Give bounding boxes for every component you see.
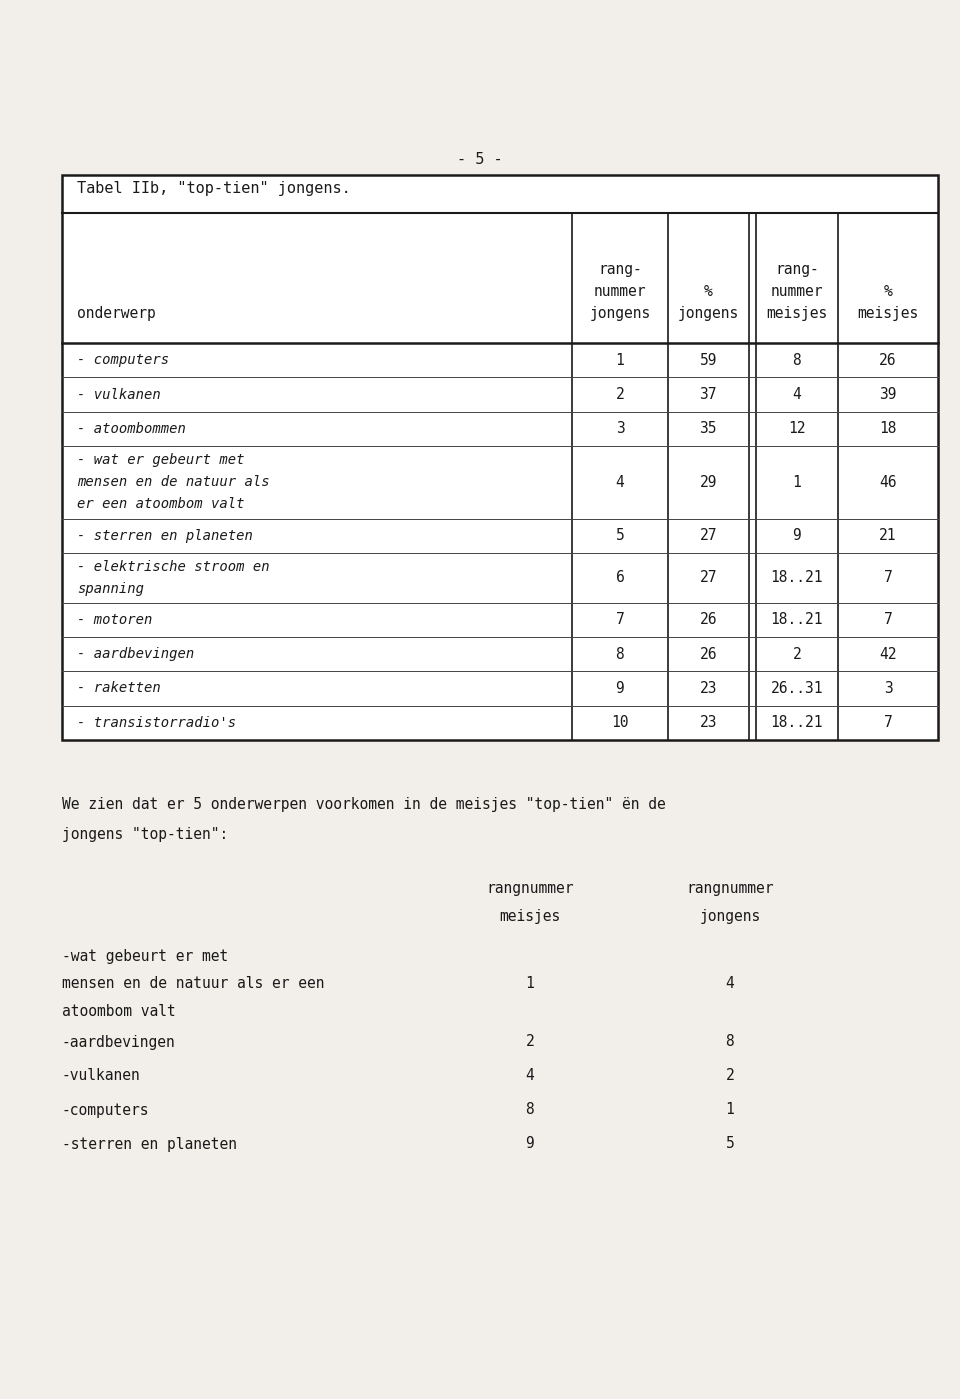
Text: 8: 8 [615, 646, 624, 662]
Text: 8: 8 [526, 1102, 535, 1118]
Text: -computers: -computers [62, 1102, 150, 1118]
Text: meisjes: meisjes [499, 909, 561, 923]
Text: 2: 2 [526, 1034, 535, 1049]
Text: meisjes: meisjes [857, 306, 919, 320]
Text: 7: 7 [883, 571, 893, 585]
Text: 7: 7 [883, 715, 893, 730]
Text: jongens "top-tien":: jongens "top-tien": [62, 827, 228, 842]
Text: -sterren en planeten: -sterren en planeten [62, 1136, 237, 1151]
Text: 26..31: 26..31 [771, 681, 823, 695]
Text: 23: 23 [700, 681, 717, 695]
Text: 2: 2 [726, 1069, 734, 1083]
Text: spanning: spanning [77, 582, 144, 596]
Text: 9: 9 [792, 529, 802, 543]
Text: - 5 -: - 5 - [457, 152, 503, 166]
Text: 26: 26 [700, 646, 717, 662]
Text: 42: 42 [879, 646, 897, 662]
Text: 46: 46 [879, 474, 897, 490]
Text: -vulkanen: -vulkanen [62, 1069, 141, 1083]
Text: atoombom valt: atoombom valt [62, 1004, 176, 1020]
Text: We zien dat er 5 onderwerpen voorkomen in de meisjes "top-tien" ën de: We zien dat er 5 onderwerpen voorkomen i… [62, 797, 665, 811]
Text: - elektrische stroom en: - elektrische stroom en [77, 560, 270, 574]
Text: 7: 7 [883, 613, 893, 627]
Text: 26: 26 [879, 353, 897, 368]
Text: nummer: nummer [771, 284, 823, 299]
Text: 27: 27 [700, 529, 717, 543]
Text: - computers: - computers [77, 353, 169, 367]
Text: 10: 10 [612, 715, 629, 730]
Text: -wat gebeurt er met: -wat gebeurt er met [62, 949, 228, 964]
Text: -aardbevingen: -aardbevingen [62, 1034, 176, 1049]
Text: 18..21: 18..21 [771, 571, 823, 585]
Text: rangnummer: rangnummer [686, 881, 774, 895]
Text: 1: 1 [792, 474, 802, 490]
Text: 9: 9 [526, 1136, 535, 1151]
Text: 26: 26 [700, 613, 717, 627]
Text: jongens: jongens [700, 909, 760, 923]
Text: - motoren: - motoren [77, 613, 153, 627]
Text: 2: 2 [792, 646, 802, 662]
Text: 4: 4 [615, 474, 624, 490]
Text: - atoombommen: - atoombommen [77, 422, 186, 436]
Text: 21: 21 [879, 529, 897, 543]
Text: 1: 1 [726, 1102, 734, 1118]
Text: 3: 3 [883, 681, 893, 695]
Text: jongens: jongens [589, 306, 651, 320]
Text: 3: 3 [615, 421, 624, 436]
Text: 23: 23 [700, 715, 717, 730]
Text: 8: 8 [726, 1034, 734, 1049]
Text: rangnummer: rangnummer [487, 881, 574, 895]
Text: 12: 12 [788, 421, 805, 436]
Text: 4: 4 [726, 977, 734, 992]
Text: 35: 35 [700, 421, 717, 436]
Text: 1: 1 [526, 977, 535, 992]
Text: rang-: rang- [598, 262, 642, 277]
Text: jongens: jongens [678, 306, 739, 320]
Text: %: % [704, 284, 712, 299]
Text: rang-: rang- [775, 262, 819, 277]
Text: 18..21: 18..21 [771, 613, 823, 627]
Text: mensen en de natuur als: mensen en de natuur als [77, 476, 270, 490]
Text: 59: 59 [700, 353, 717, 368]
Text: onderwerp: onderwerp [77, 306, 156, 320]
Text: - sterren en planeten: - sterren en planeten [77, 529, 252, 543]
Text: 27: 27 [700, 571, 717, 585]
Text: 4: 4 [526, 1069, 535, 1083]
Text: 7: 7 [615, 613, 624, 627]
Text: er een atoombom valt: er een atoombom valt [77, 497, 245, 511]
Text: 37: 37 [700, 388, 717, 402]
Text: 18..21: 18..21 [771, 715, 823, 730]
Text: 39: 39 [879, 388, 897, 402]
Text: mensen en de natuur als er een: mensen en de natuur als er een [62, 977, 324, 992]
Text: %: % [883, 284, 893, 299]
Text: 4: 4 [792, 388, 802, 402]
Text: - transistorradio's: - transistorradio's [77, 716, 236, 730]
Text: - vulkanen: - vulkanen [77, 388, 160, 402]
Text: nummer: nummer [593, 284, 646, 299]
Text: 29: 29 [700, 474, 717, 490]
Text: - wat er gebeurt met: - wat er gebeurt met [77, 453, 245, 467]
Text: - raketten: - raketten [77, 681, 160, 695]
Text: meisjes: meisjes [766, 306, 828, 320]
Text: 5: 5 [615, 529, 624, 543]
Text: - aardbevingen: - aardbevingen [77, 648, 194, 662]
Text: 6: 6 [615, 571, 624, 585]
Text: 1: 1 [615, 353, 624, 368]
Text: 5: 5 [726, 1136, 734, 1151]
Bar [62, 175, 938, 740]
Text: Tabel IIb, "top-tien" jongens.: Tabel IIb, "top-tien" jongens. [77, 182, 350, 196]
Text: 9: 9 [615, 681, 624, 695]
Text: 2: 2 [615, 388, 624, 402]
Text: 18: 18 [879, 421, 897, 436]
Text: 8: 8 [792, 353, 802, 368]
